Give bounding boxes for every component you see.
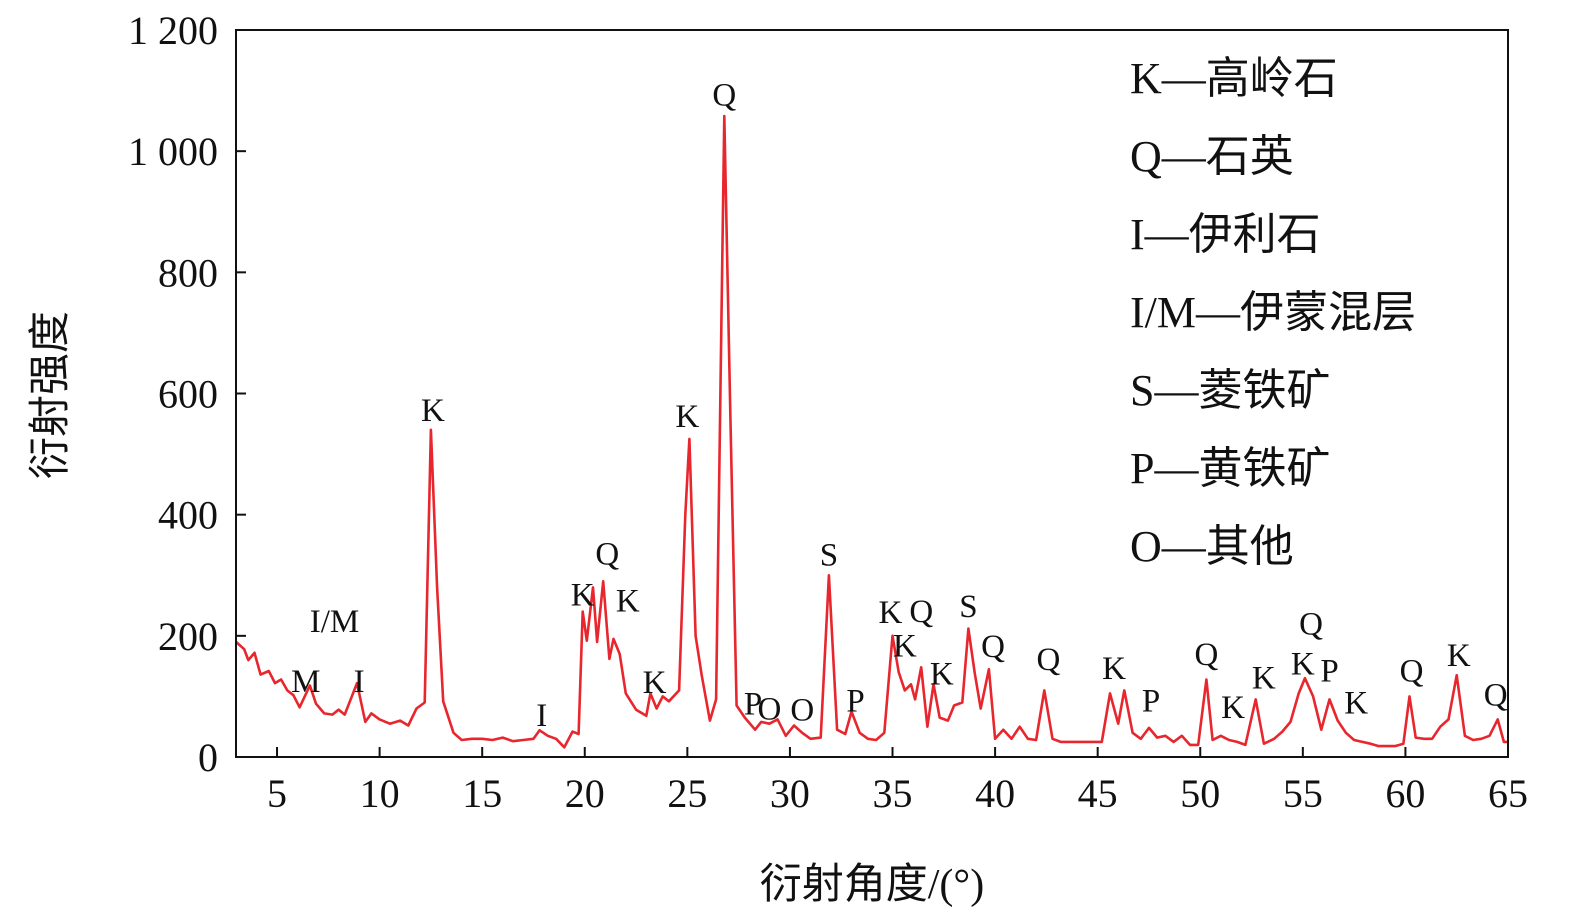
- legend-item: P—黄铁矿: [1130, 444, 1330, 493]
- peak-label: I/M: [310, 604, 360, 640]
- axes: 5 10 15 20 25 30 35 40 45 50 55 60 65 0 200 400 600 800 1 …: [128, 8, 1528, 816]
- peak-label: Q: [1400, 653, 1424, 689]
- y-tick-label: 0: [198, 735, 218, 780]
- x-tick-label: 45: [1078, 771, 1118, 816]
- peak-label: Q: [909, 594, 933, 630]
- x-tick-label: 55: [1283, 771, 1323, 816]
- peak-label: P: [1142, 684, 1160, 720]
- x-tick-label: 25: [667, 771, 707, 816]
- x-axis-label: 衍射角度/(°): [760, 862, 984, 908]
- x-tick-label: 50: [1180, 771, 1220, 816]
- legend-item: Q—石英: [1130, 132, 1294, 181]
- x-tick-label: 65: [1488, 771, 1528, 816]
- x-tick-label: 60: [1385, 771, 1425, 816]
- peak-label: I: [536, 698, 547, 734]
- y-tick-label: 1 200: [128, 8, 218, 53]
- peak-label: P: [744, 687, 762, 723]
- peak-label: O: [757, 691, 781, 727]
- peak-label: I: [354, 664, 365, 700]
- legend-item: O—其他: [1130, 522, 1294, 571]
- x-tick-label: 30: [770, 771, 810, 816]
- x-tick-label: 20: [565, 771, 605, 816]
- peak-label: K: [643, 665, 667, 701]
- peak-label: K: [571, 578, 595, 614]
- peak-label: K: [1291, 647, 1315, 683]
- peak-label: K: [421, 393, 445, 429]
- y-tick-label: 1 000: [128, 129, 218, 174]
- legend-item: S—菱铁矿: [1130, 366, 1330, 415]
- peak-label: Q: [981, 629, 1005, 665]
- peak-label: K: [1447, 638, 1471, 674]
- peak-label: P: [1320, 653, 1338, 689]
- peak-label: Q: [1299, 607, 1323, 643]
- peak-label: Q: [1194, 637, 1218, 673]
- legend: K—高岭石 Q—石英 I—伊利石 I/M—伊蒙混层 S—菱铁矿 P—黄铁矿 O—其他: [1130, 54, 1416, 571]
- plot-area: [235, 114, 1508, 749]
- peak-label: K: [675, 399, 699, 435]
- legend-item: K—高岭石: [1130, 54, 1338, 103]
- peak-label: O: [790, 693, 814, 729]
- legend-item: I/M—伊蒙混层: [1130, 288, 1416, 337]
- y-tick-label: 600: [158, 372, 218, 417]
- peak-label: Q: [712, 78, 736, 114]
- peak-label: K: [1102, 651, 1126, 687]
- peak-label: P: [846, 684, 864, 720]
- peak-label: S: [820, 538, 838, 574]
- peak-label: K: [879, 595, 903, 631]
- peak-label: K: [1344, 685, 1368, 721]
- y-tick-label: 400: [158, 493, 218, 538]
- peak-label: S: [959, 589, 977, 625]
- peak-label: K: [616, 584, 640, 620]
- peak-label: K: [893, 628, 917, 664]
- x-tick-label: 40: [975, 771, 1015, 816]
- y-tick-label: 800: [158, 250, 218, 295]
- peak-label: Q: [1484, 678, 1508, 714]
- series-line: [235, 114, 1508, 749]
- peak-label: K: [1221, 690, 1245, 726]
- x-tick-label: 5: [267, 771, 287, 816]
- legend-item: I—伊利石: [1130, 210, 1321, 259]
- x-tick-label: 35: [873, 771, 913, 816]
- peak-label: M: [291, 664, 320, 700]
- y-axis-label: 衍射强度: [28, 311, 74, 479]
- x-tick-label: 15: [462, 771, 502, 816]
- peak-label: K: [1252, 661, 1276, 697]
- x-tick-label: 10: [360, 771, 400, 816]
- peak-label: K: [930, 656, 954, 692]
- peak-label: Q: [1037, 642, 1061, 678]
- y-tick-label: 200: [158, 614, 218, 659]
- peak-label: Q: [595, 536, 619, 572]
